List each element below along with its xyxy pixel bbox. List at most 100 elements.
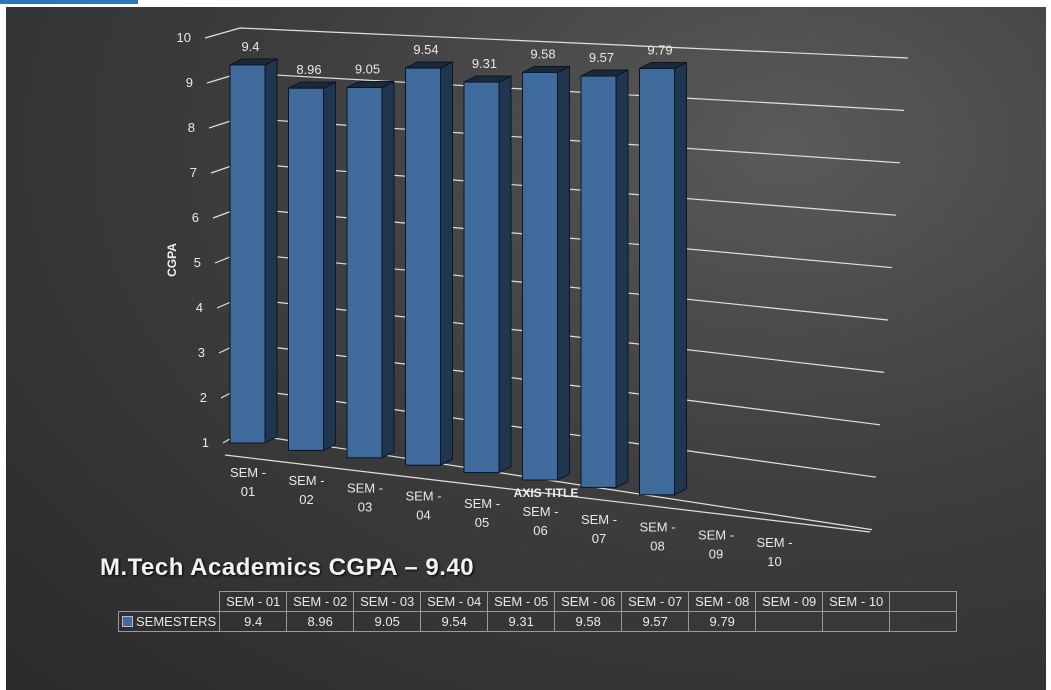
- data-table-cell: 9.05: [353, 611, 422, 632]
- y-axis-title: CGPA: [165, 243, 179, 277]
- data-label: 9.31: [472, 56, 497, 71]
- bar: [463, 81, 500, 474]
- data-label: 9.05: [355, 62, 380, 77]
- x-tick-line: SEM -: [464, 496, 500, 511]
- data-label: 8.96: [296, 62, 321, 77]
- x-tick-line: 05: [475, 515, 489, 530]
- data-table-header: SEM - 02: [286, 591, 355, 612]
- data-table-empty-cell: [889, 611, 958, 632]
- x-tick-line: SEM -: [639, 520, 675, 535]
- y-tick-label: 7: [190, 165, 197, 180]
- x-tick-label: SEM - 10: [756, 535, 792, 569]
- x-tick-line: 03: [358, 500, 372, 515]
- x-tick-line: SEM -: [230, 465, 266, 480]
- bar-side: [557, 65, 570, 481]
- x-tick-line: SEM -: [288, 473, 324, 488]
- y-tick-label: 10: [177, 30, 191, 45]
- gridline: [204, 27, 909, 59]
- x-tick-line: SEM -: [522, 504, 558, 519]
- data-table-header: SEM - 08: [688, 591, 757, 612]
- data-label: 9.57: [589, 50, 614, 65]
- data-label: 9.58: [530, 46, 555, 61]
- x-tick-label: SEM - 07: [581, 512, 617, 546]
- bar-side: [440, 61, 453, 467]
- data-table-header-row: SEM - 01 SEM - 02 SEM - 03 SEM - 04 SEM - 05…: [119, 591, 958, 612]
- data-table-cell: 9.54: [420, 611, 489, 632]
- y-tick-label: 5: [194, 255, 201, 270]
- x-tick-label: SEM - 05: [464, 496, 500, 530]
- bar: [346, 87, 383, 459]
- x-tick-line: SEM -: [405, 488, 441, 503]
- data-table-header: SEM - 07: [621, 591, 690, 612]
- floor-line: [224, 454, 871, 533]
- data-label: 9.79: [647, 42, 672, 57]
- x-tick-line: SEM -: [698, 527, 734, 542]
- data-table-header: SEM - 10: [822, 591, 891, 612]
- y-tick-label: 6: [192, 210, 199, 225]
- data-table-cell: [755, 611, 824, 632]
- data-label: 9.4: [241, 39, 259, 54]
- x-axis-title: AXIS TITLE: [514, 486, 579, 500]
- y-tick-label: 8: [188, 120, 195, 135]
- bar: [405, 67, 441, 466]
- data-table-empty-cell: [889, 591, 958, 612]
- x-tick-line: 09: [709, 546, 723, 561]
- bar-side: [264, 58, 278, 444]
- data-table-header: SEM - 04: [420, 591, 489, 612]
- y-tick-label: 1: [202, 435, 209, 450]
- x-tick-line: 08: [650, 539, 664, 554]
- x-tick-label: SEM - 01: [230, 465, 266, 499]
- x-tick-line: 07: [592, 531, 606, 546]
- bar: [229, 64, 266, 444]
- bar-side: [381, 80, 395, 459]
- ribbon-accent-bar: [0, 0, 138, 4]
- data-table-header: SEM - 09: [755, 591, 824, 612]
- x-tick-line: SEM -: [347, 481, 383, 496]
- x-tick-label: SEM - 02: [288, 473, 324, 507]
- bar-side: [498, 75, 512, 474]
- data-table-header: SEM - 06: [554, 591, 623, 612]
- chart-plot: 1 2 3 4 5 6 7 8 9 10 CGPA 9.4 8.96 9.05 9.54 9.31 9.58 9.…: [165, 27, 909, 569]
- data-table-header: SEM - 01: [219, 591, 288, 612]
- bar: [522, 71, 558, 481]
- x-tick-line: SEM -: [581, 512, 617, 527]
- x-tick-line: 01: [241, 484, 255, 499]
- data-table-cell: 8.96: [286, 611, 355, 632]
- data-table-row: SEMESTERS 9.4 8.96 9.05 9.54 9.31 9.58 9.57 9.79: [117, 611, 958, 632]
- series-name: SEMESTERS: [136, 614, 217, 629]
- x-tick-label: SEM - 09: [698, 527, 734, 561]
- bar: [288, 87, 324, 451]
- x-tick-line: SEM -: [756, 535, 792, 550]
- data-label: 9.54: [413, 42, 438, 57]
- data-table-cell: 9.58: [554, 611, 623, 632]
- chart-title: M.Tech Academics CGPA – 9.40: [100, 554, 475, 581]
- chart-area[interactable]: 1 2 3 4 5 6 7 8 9 10 CGPA 9.4 8.96 9.05 9.54 9.31 9.58 9.…: [6, 7, 1046, 690]
- x-tick-line: 10: [767, 554, 781, 569]
- x-tick-label: SEM - 06: [522, 504, 558, 538]
- legend-key-icon: [122, 616, 133, 627]
- data-table-corner: [119, 592, 220, 612]
- data-table-cell: [822, 611, 891, 632]
- bar-side: [615, 69, 629, 489]
- y-tick-label: 4: [196, 300, 203, 315]
- x-tick-label: SEM - 08: [639, 520, 675, 554]
- y-tick-label: 9: [186, 75, 193, 90]
- data-table-header: SEM - 05: [487, 591, 556, 612]
- data-table-cell: 9.4: [219, 611, 288, 632]
- series-legend-cell: SEMESTERS: [117, 611, 221, 632]
- bar-side: [323, 81, 336, 452]
- y-tick-label: 2: [200, 390, 207, 405]
- x-tick-line: 06: [533, 523, 547, 538]
- y-tick-label: 3: [198, 345, 205, 360]
- x-tick-line: 02: [299, 492, 313, 507]
- bar: [580, 75, 617, 488]
- data-table-cell: 9.31: [487, 611, 556, 632]
- x-tick-label: SEM - 04: [405, 488, 441, 522]
- data-table-cell: 9.79: [688, 611, 757, 632]
- bar: [639, 67, 675, 496]
- data-table: SEM - 01 SEM - 02 SEM - 03 SEM - 04 SEM - 05…: [117, 591, 958, 632]
- data-table-cell: 9.57: [621, 611, 690, 632]
- x-tick-label: SEM - 03: [347, 481, 383, 515]
- x-tick-line: 04: [416, 507, 430, 522]
- data-table-header: SEM - 03: [353, 591, 422, 612]
